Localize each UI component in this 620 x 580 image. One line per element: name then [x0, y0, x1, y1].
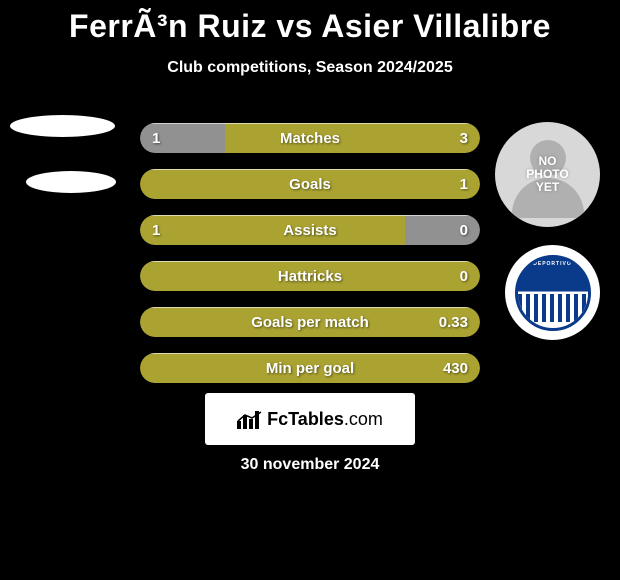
- badge-stripes-icon: [518, 294, 588, 322]
- footer-brand-box: FcTables.com: [205, 393, 415, 445]
- footer-brand-name: FcTables: [267, 409, 344, 429]
- stat-label: Matches: [140, 123, 480, 153]
- stats-bar-list: Matches13Goals1Assists10Hattricks0Goals …: [140, 123, 480, 399]
- stat-value-left: 1: [152, 123, 160, 153]
- stat-label: Assists: [140, 215, 480, 245]
- stat-label: Goals per match: [140, 307, 480, 337]
- player-photo-placeholder-ellipse: [10, 115, 115, 137]
- bar-highlight: [140, 169, 480, 170]
- club-logo-placeholder-ellipse: [26, 171, 116, 193]
- stat-bar-row: Hattricks0: [140, 261, 480, 291]
- page-subtitle: Club competitions, Season 2024/2025: [0, 59, 620, 77]
- date-label: 30 november 2024: [0, 456, 620, 474]
- stat-label: Hattricks: [140, 261, 480, 291]
- stat-value-right: 0.33: [439, 307, 468, 337]
- no-photo-line3: YET: [536, 180, 559, 194]
- club-logo-circle: DEPORTIVO: [505, 245, 600, 340]
- stat-bar-row: Min per goal430: [140, 353, 480, 383]
- stat-value-right: 1: [460, 169, 468, 199]
- no-photo-line1: NO: [538, 154, 556, 168]
- bar-highlight: [140, 307, 480, 308]
- stat-value-right: 3: [460, 123, 468, 153]
- stat-label: Min per goal: [140, 353, 480, 383]
- bar-highlight: [140, 123, 480, 124]
- right-player-column: NO PHOTO YET DEPORTIVO: [495, 122, 605, 340]
- badge-arc-text: DEPORTIVO: [533, 261, 571, 267]
- stat-value-right: 0: [460, 261, 468, 291]
- bar-highlight: [140, 215, 480, 216]
- footer-brand-text: FcTables.com: [267, 409, 383, 430]
- stat-bar-row: Goals per match0.33: [140, 307, 480, 337]
- stat-value-left: 1: [152, 215, 160, 245]
- no-photo-label: NO PHOTO YET: [526, 155, 568, 195]
- left-player-column: [0, 115, 125, 193]
- stat-value-right: 0: [460, 215, 468, 245]
- bar-highlight: [140, 353, 480, 354]
- mini-chart-icon: [237, 409, 263, 429]
- page-title: FerrÃ³n Ruiz vs Asier Villalibre: [0, 0, 620, 45]
- stat-bar-row: Goals1: [140, 169, 480, 199]
- stat-bar-row: Assists1 0: [140, 215, 480, 245]
- footer-brand-tld: .com: [344, 409, 383, 429]
- stat-value-right: 430: [443, 353, 468, 383]
- player-photo-placeholder: NO PHOTO YET: [495, 122, 600, 227]
- stat-bar-row: Matches1 3: [140, 123, 480, 153]
- alaves-badge-icon: DEPORTIVO: [515, 255, 591, 331]
- stat-label: Goals: [140, 169, 480, 199]
- footer-logo: FcTables.com: [237, 409, 383, 430]
- comparison-infographic: FerrÃ³n Ruiz vs Asier Villalibre Club co…: [0, 0, 620, 580]
- bar-highlight: [140, 261, 480, 262]
